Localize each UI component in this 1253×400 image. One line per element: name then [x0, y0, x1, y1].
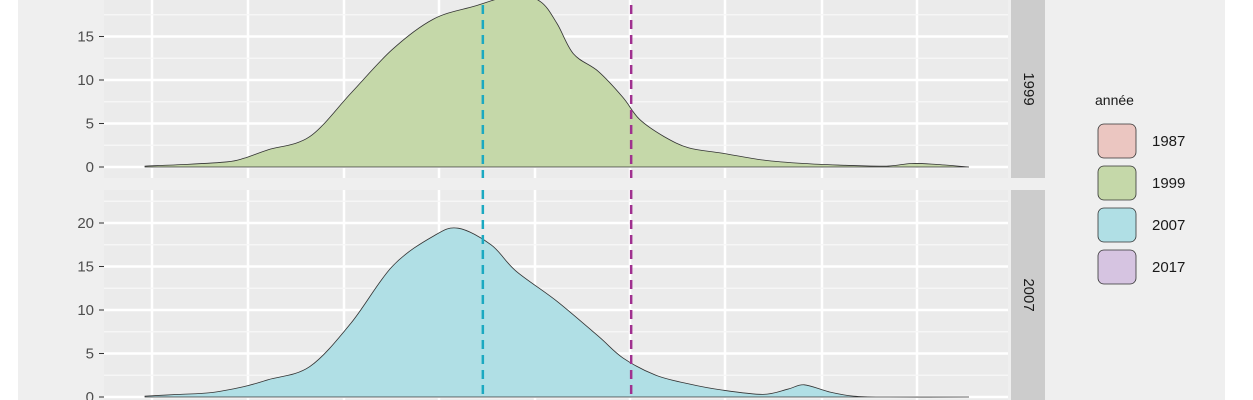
facet-strip: [1011, 0, 1045, 178]
y-tick-label: 20: [77, 215, 94, 232]
density-area-2007: [144, 227, 970, 398]
y-tick-label: 0: [86, 159, 94, 176]
density-area-1999: [144, 0, 970, 168]
legend-label-2017: 2017: [1152, 259, 1185, 276]
facet-strip-label: 1999: [1020, 72, 1037, 105]
legend-key-1987: [1097, 123, 1137, 159]
y-tick-label: 5: [86, 346, 94, 363]
facet-strip: [1011, 190, 1045, 400]
legend: année 1987 1999 2007 2017: [1095, 92, 1185, 285]
legend-label-1999: 1999: [1152, 175, 1185, 192]
legend-key-2007: [1097, 207, 1137, 243]
y-tick-label: 15: [77, 259, 94, 276]
legend-key-2017: [1097, 249, 1137, 285]
y-tick-label: 0: [86, 389, 94, 400]
facet-strip-label: 2007: [1020, 278, 1037, 311]
y-tick-label: 5: [86, 116, 94, 133]
legend-label-1987: 1987: [1152, 133, 1185, 150]
legend-key-1999: [1097, 165, 1137, 201]
panels-layer: 0 5 10 15 1999 0 5 10 15 20 2007: [77, 0, 1045, 400]
y-tick-label: 15: [77, 29, 94, 46]
y-tick-label: 10: [77, 302, 94, 319]
legend-title: année: [1095, 92, 1134, 108]
legend-label-2007: 2007: [1152, 217, 1185, 234]
y-tick-label: 10: [77, 72, 94, 89]
